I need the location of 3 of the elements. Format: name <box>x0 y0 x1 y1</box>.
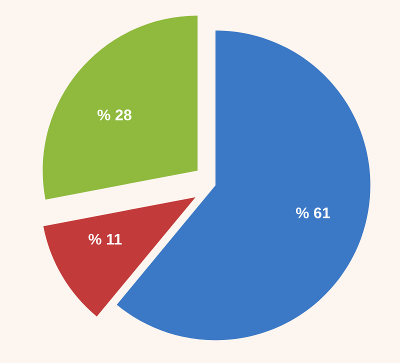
data-label: % 11 <box>88 234 122 245</box>
data-label: % 28 <box>98 110 132 120</box>
data-label: % 61 <box>296 208 330 218</box>
